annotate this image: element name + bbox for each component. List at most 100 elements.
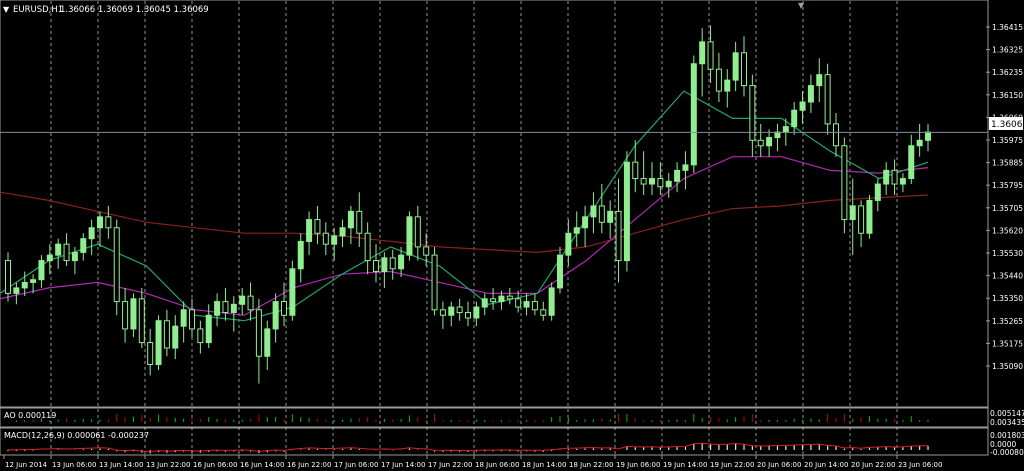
candle <box>180 301 187 343</box>
candle <box>97 211 103 247</box>
candle-body <box>665 180 672 188</box>
candle <box>741 36 747 97</box>
ao-panel[interactable] <box>0 407 989 428</box>
collapse-icon[interactable]: ▼ <box>3 5 10 14</box>
moving-averages <box>0 90 929 322</box>
candle-body <box>540 309 547 316</box>
candle <box>833 112 839 157</box>
candle <box>381 252 388 288</box>
candle <box>80 233 87 261</box>
candle <box>406 211 413 261</box>
candle-body <box>565 232 572 256</box>
candle-body <box>155 320 162 365</box>
candle-body <box>732 52 739 81</box>
candle-body <box>322 232 329 245</box>
candle-body <box>649 178 655 185</box>
price-axis: 1.36415 1.36325 1.36235 1.36150 1.36069 1.359… <box>986 23 1023 371</box>
candle <box>147 328 154 376</box>
candle-body <box>414 216 421 248</box>
time-tick-label: 13 Jun 22:00 <box>146 461 190 469</box>
candle-body <box>531 301 538 311</box>
candle-body <box>197 328 204 344</box>
candle-body <box>347 210 354 229</box>
candle <box>816 58 823 103</box>
time-tick-label: 16 Jun 22:00 <box>287 461 331 469</box>
price-tick-label: 1.36325 <box>992 46 1023 55</box>
candle <box>916 123 923 157</box>
candle-body <box>88 227 95 240</box>
candle-body <box>749 85 756 141</box>
ao-histogram <box>15 414 929 422</box>
candle-body <box>607 210 614 223</box>
candle <box>331 227 338 261</box>
time-tick-label: 16 Jun 06:00 <box>193 461 237 469</box>
price-tick-label: 1.36415 <box>992 23 1023 32</box>
time-tick-label: 13 Jun 14:00 <box>99 461 143 469</box>
time-tick-label: 20 Jun 22:00 <box>851 461 895 469</box>
candle-body <box>523 301 530 308</box>
time-tick-label: 19 Jun 06:00 <box>616 461 660 469</box>
candle <box>448 301 455 327</box>
candle <box>531 293 538 316</box>
candle-body <box>908 145 915 180</box>
candle <box>172 315 179 359</box>
price-tick-label: 1.35350 <box>992 294 1023 303</box>
candle <box>849 178 856 256</box>
candle <box>699 28 706 97</box>
candle <box>665 173 672 198</box>
macd-histogram <box>7 442 929 454</box>
time-tick-label: 20 Jun 14:00 <box>804 461 848 469</box>
time-tick-label: 12 Jun 2014 <box>5 461 48 469</box>
candle <box>841 137 848 234</box>
candle <box>255 298 262 384</box>
candle-body <box>674 169 681 182</box>
ao-label: AO 0.000119 <box>4 411 56 420</box>
candle-body <box>431 254 438 311</box>
macd-scale-top: 0.001803 <box>990 431 1024 440</box>
candle <box>222 287 229 321</box>
time-grid <box>50 1 898 455</box>
candle-body <box>381 257 388 273</box>
candle <box>272 293 279 343</box>
candle-body <box>30 279 37 283</box>
candle <box>197 320 204 354</box>
candle-body <box>782 126 789 133</box>
candle-body <box>473 306 480 319</box>
candle <box>674 162 681 193</box>
candle-body <box>682 164 689 171</box>
candle-body <box>766 137 773 147</box>
candle <box>105 205 112 239</box>
candle <box>322 222 329 256</box>
price-tick-label: 1.35705 <box>992 204 1023 213</box>
candle-body <box>138 298 145 344</box>
candle <box>724 69 731 108</box>
candle <box>88 219 95 256</box>
candle-body <box>113 227 120 303</box>
candle-body <box>465 312 471 319</box>
candle <box>289 260 296 321</box>
candle <box>5 252 11 302</box>
price-tick-label: 1.35885 <box>992 159 1023 168</box>
macd-scale-zero: 0.0000 <box>990 440 1016 449</box>
candle <box>807 74 814 113</box>
candle-body <box>105 216 112 229</box>
candle-body <box>573 227 580 234</box>
price-tick-label: 1.35090 <box>992 362 1023 371</box>
candle <box>30 274 37 294</box>
candle-body <box>615 210 622 262</box>
candle <box>189 298 195 338</box>
candle <box>874 178 881 212</box>
candle-body <box>314 219 321 234</box>
candle <box>414 205 421 261</box>
candle <box>623 151 630 272</box>
candle-body <box>230 303 237 314</box>
shift-marker-icon[interactable]: ▼ <box>798 1 805 10</box>
current-price-tag <box>989 117 1023 130</box>
price-tick-label: 1.35265 <box>992 317 1023 326</box>
candle <box>607 200 614 239</box>
candle <box>598 184 605 234</box>
candle-body <box>791 109 798 128</box>
candle-body <box>824 74 831 125</box>
candle-body <box>97 216 103 229</box>
